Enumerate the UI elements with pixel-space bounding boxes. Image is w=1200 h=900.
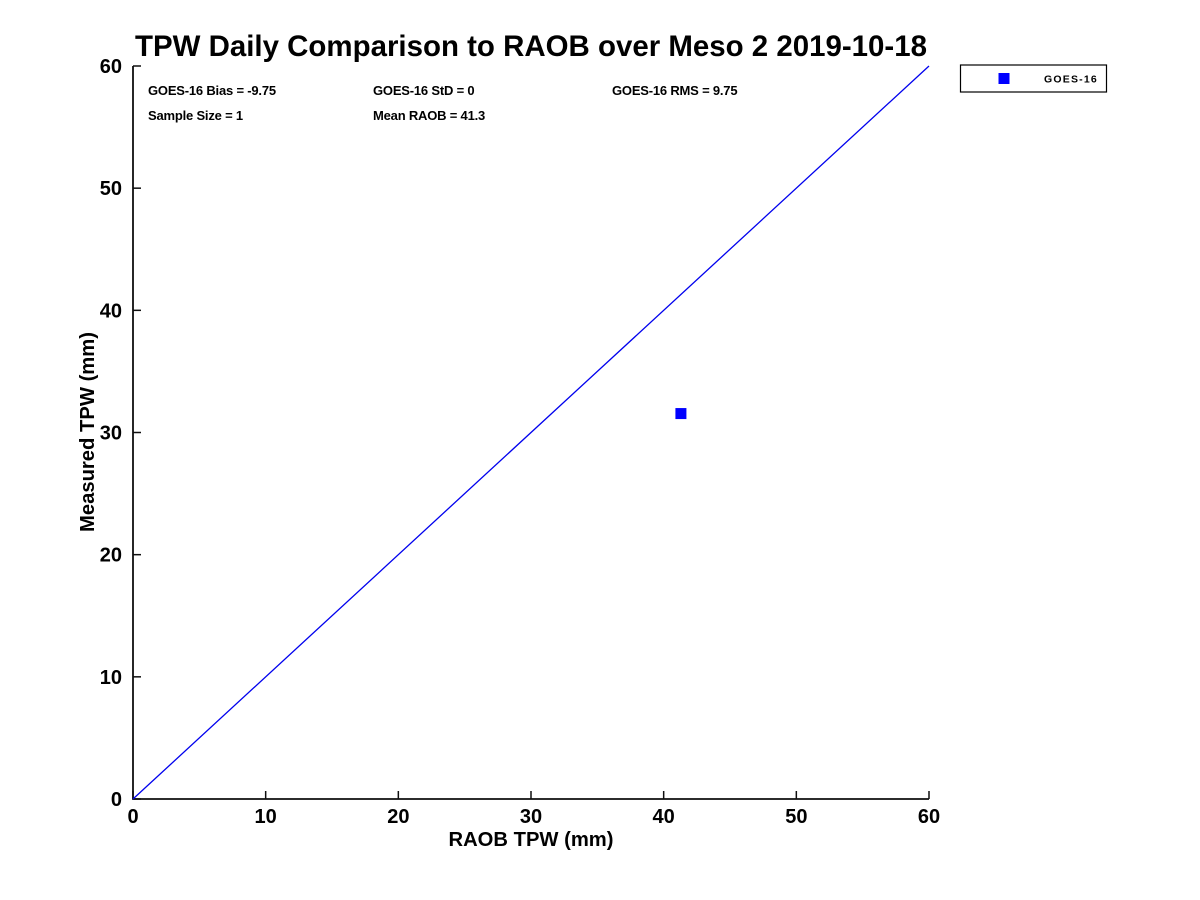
x-tick-label: 10: [255, 806, 277, 828]
y-tick-label: 20: [100, 545, 122, 567]
y-axis-ticks: 0 10 20 30 40 50 60: [100, 56, 141, 811]
x-tick-label: 60: [918, 806, 940, 828]
stat-bias: GOES-16 Bias = -9.75: [148, 83, 276, 98]
x-tick-label: 30: [520, 806, 542, 828]
x-axis-ticks: 0 10 20 30 40 50 60: [127, 791, 940, 828]
x-tick-label: 0: [127, 806, 138, 828]
legend: GOES-16: [959, 64, 1108, 93]
stat-std: GOES-16 StD = 0: [373, 83, 474, 98]
y-tick-label: 40: [100, 300, 122, 322]
y-axis-label: Measured TPW (mm): [77, 332, 99, 532]
y-tick-label: 60: [100, 56, 122, 78]
stat-sample-size: Sample Size = 1: [148, 108, 243, 123]
legend-entry-label: GOES-16: [1044, 74, 1098, 86]
x-tick-label: 20: [387, 806, 409, 828]
data-point-goes-16: [675, 408, 687, 420]
y-tick-label: 0: [111, 789, 122, 811]
x-tick-label: 50: [785, 806, 807, 828]
data-layer: [132, 65, 930, 800]
y-tick-label: 10: [100, 667, 122, 689]
x-tick-label: 40: [653, 806, 675, 828]
chart-title: TPW Daily Comparison to RAOB over Meso 2…: [135, 30, 927, 63]
x-axis-label: RAOB TPW (mm): [449, 829, 614, 851]
stat-mean-raob: Mean RAOB = 41.3: [373, 108, 485, 123]
reference-line: [132, 65, 930, 800]
y-tick-label: 30: [100, 423, 122, 445]
legend-marker-square-icon: [998, 73, 1010, 84]
stat-rms: GOES-16 RMS = 9.75: [612, 83, 737, 98]
y-tick-label: 50: [100, 178, 122, 200]
legend-box: [959, 64, 1108, 93]
